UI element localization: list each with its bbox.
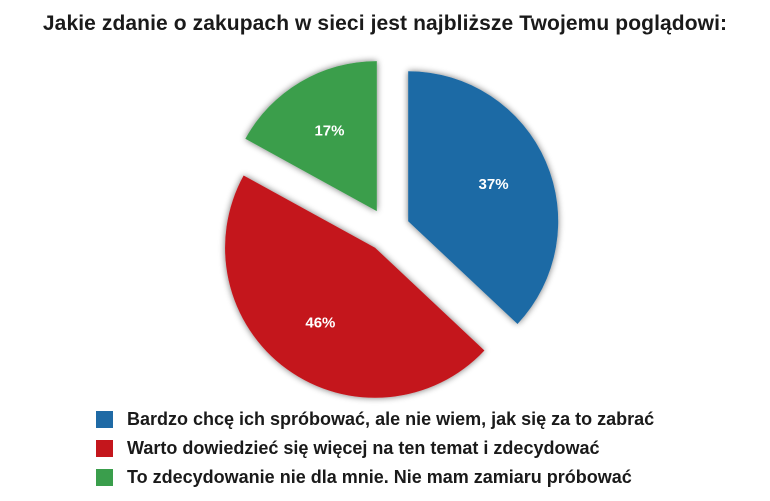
chart-legend: Bardzo chcę ich spróbować, ale nie wiem,… bbox=[96, 405, 654, 492]
legend-swatch bbox=[96, 469, 113, 486]
slice-data-label: 37% bbox=[479, 176, 509, 193]
pie-slice bbox=[225, 175, 485, 398]
legend-label: Bardzo chcę ich spróbować, ale nie wiem,… bbox=[127, 409, 655, 429]
pie-slice bbox=[245, 61, 377, 212]
legend-swatch bbox=[96, 440, 113, 457]
slice-data-label: 17% bbox=[314, 123, 344, 140]
legend-item: Warto dowiedzieć się więcej na ten temat… bbox=[96, 434, 654, 463]
pie-slice bbox=[408, 71, 559, 324]
legend-swatch bbox=[96, 411, 113, 428]
legend-label: Warto dowiedzieć się więcej na ten temat… bbox=[127, 438, 600, 458]
legend-label: To zdecydowanie nie dla mnie. Nie mam za… bbox=[127, 467, 632, 487]
chart-title: Jakie zdanie o zakupach w sieci jest naj… bbox=[42, 12, 728, 35]
slice-data-label: 46% bbox=[305, 315, 335, 332]
legend-item: Bardzo chcę ich spróbować, ale nie wiem,… bbox=[96, 405, 654, 434]
legend-item: To zdecydowanie nie dla mnie. Nie mam za… bbox=[96, 463, 654, 492]
